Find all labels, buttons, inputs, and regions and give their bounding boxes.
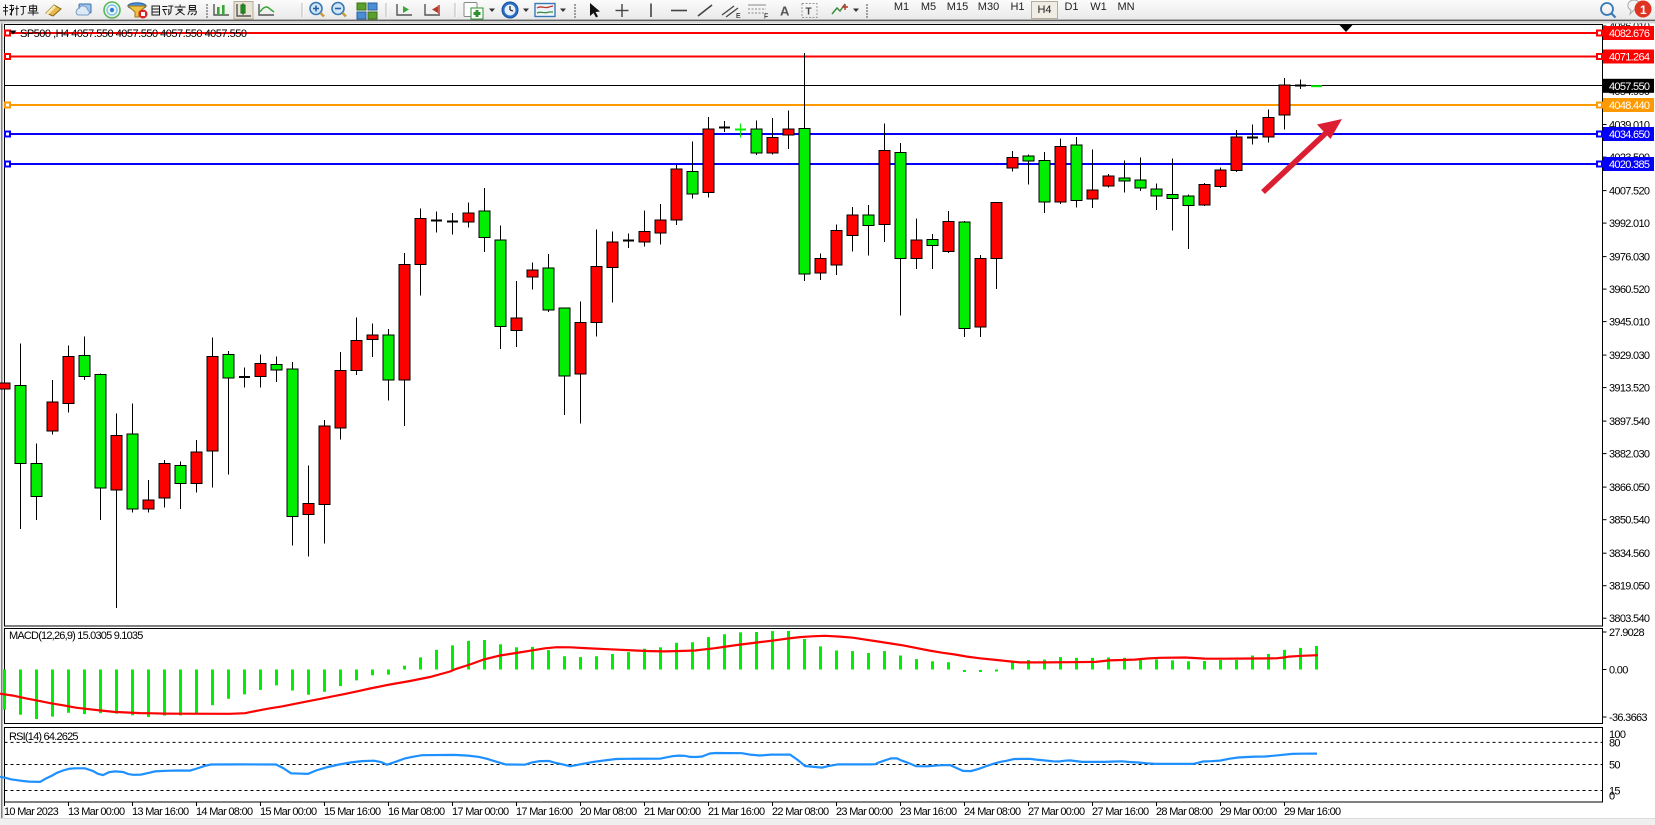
svg-text:13 Mar 00:00: 13 Mar 00:00 xyxy=(68,806,125,818)
svg-text:E: E xyxy=(736,13,741,20)
svg-text:15 Mar 16:00: 15 Mar 16:00 xyxy=(324,806,381,818)
svg-text:-36.3663: -36.3663 xyxy=(1609,712,1647,724)
svg-text:50: 50 xyxy=(1609,760,1620,772)
svg-text:4082.676: 4082.676 xyxy=(1609,28,1650,40)
svg-text:17 Mar 16:00: 17 Mar 16:00 xyxy=(516,806,573,818)
svg-text:80: 80 xyxy=(1609,737,1620,749)
svg-text:0: 0 xyxy=(1609,791,1615,803)
svg-text:22 Mar 08:00: 22 Mar 08:00 xyxy=(772,806,829,818)
svg-text:27.9028: 27.9028 xyxy=(1609,627,1644,639)
svg-text:SP500 ,H4 4057.550 4057.550 4: SP500 ,H4 4057.550 4057.550 4057.550 405… xyxy=(20,28,247,40)
svg-text:4071.264: 4071.264 xyxy=(1609,52,1650,64)
svg-text:14 Mar 08:00: 14 Mar 08:00 xyxy=(196,806,253,818)
svg-text:3929.030: 3929.030 xyxy=(1609,350,1650,362)
svg-text:100: 100 xyxy=(1609,729,1626,741)
svg-text:4034.650: 4034.650 xyxy=(1609,129,1650,141)
svg-text:A: A xyxy=(780,4,790,19)
svg-text:17 Mar 00:00: 17 Mar 00:00 xyxy=(452,806,509,818)
svg-text:RSI(14) 64.2625: RSI(14) 64.2625 xyxy=(9,731,78,743)
svg-text:21 Mar 16:00: 21 Mar 16:00 xyxy=(708,806,765,818)
svg-text:4057.550: 4057.550 xyxy=(1609,81,1650,93)
svg-text:MACD(12,26,9) 15.0305 9.1035: MACD(12,26,9) 15.0305 9.1035 xyxy=(9,630,143,642)
svg-text:3913.520: 3913.520 xyxy=(1609,383,1650,395)
svg-text:16 Mar 08:00: 16 Mar 08:00 xyxy=(388,806,445,818)
svg-text:4007.520: 4007.520 xyxy=(1609,186,1650,198)
svg-text:T: T xyxy=(806,7,812,18)
svg-text:F: F xyxy=(764,14,768,21)
svg-text:23 Mar 16:00: 23 Mar 16:00 xyxy=(900,806,957,818)
svg-text:3945.010: 3945.010 xyxy=(1609,317,1650,329)
svg-text:1: 1 xyxy=(1640,3,1647,17)
svg-text:3866.050: 3866.050 xyxy=(1609,482,1650,494)
svg-text:4048.440: 4048.440 xyxy=(1609,100,1650,112)
svg-text:10 Mar 2023: 10 Mar 2023 xyxy=(4,806,59,818)
svg-text:29 Mar 00:00: 29 Mar 00:00 xyxy=(1220,806,1277,818)
svg-text:3819.050: 3819.050 xyxy=(1609,581,1650,593)
svg-text:23 Mar 00:00: 23 Mar 00:00 xyxy=(836,806,893,818)
svg-text:3850.540: 3850.540 xyxy=(1609,515,1650,527)
svg-text:15 Mar 00:00: 15 Mar 00:00 xyxy=(260,806,317,818)
svg-text:3882.030: 3882.030 xyxy=(1609,449,1650,461)
svg-text:3803.540: 3803.540 xyxy=(1609,613,1650,625)
svg-text:3897.540: 3897.540 xyxy=(1609,416,1650,428)
svg-text:3960.520: 3960.520 xyxy=(1609,284,1650,296)
svg-text:13 Mar 16:00: 13 Mar 16:00 xyxy=(132,806,189,818)
svg-text:3834.560: 3834.560 xyxy=(1609,548,1650,560)
svg-text:24 Mar 08:00: 24 Mar 08:00 xyxy=(964,806,1021,818)
svg-text:4020.385: 4020.385 xyxy=(1609,159,1650,171)
svg-text:20 Mar 08:00: 20 Mar 08:00 xyxy=(580,806,637,818)
svg-text:21 Mar 00:00: 21 Mar 00:00 xyxy=(644,806,701,818)
svg-text:29 Mar 16:00: 29 Mar 16:00 xyxy=(1284,806,1341,818)
svg-text:3976.030: 3976.030 xyxy=(1609,252,1650,264)
svg-text:3992.010: 3992.010 xyxy=(1609,218,1650,230)
svg-text:27 Mar 16:00: 27 Mar 16:00 xyxy=(1092,806,1149,818)
svg-text:15: 15 xyxy=(1609,786,1620,798)
svg-text:28 Mar 08:00: 28 Mar 08:00 xyxy=(1156,806,1213,818)
svg-text:27 Mar 00:00: 27 Mar 00:00 xyxy=(1028,806,1085,818)
svg-text:0.00: 0.00 xyxy=(1609,665,1628,677)
